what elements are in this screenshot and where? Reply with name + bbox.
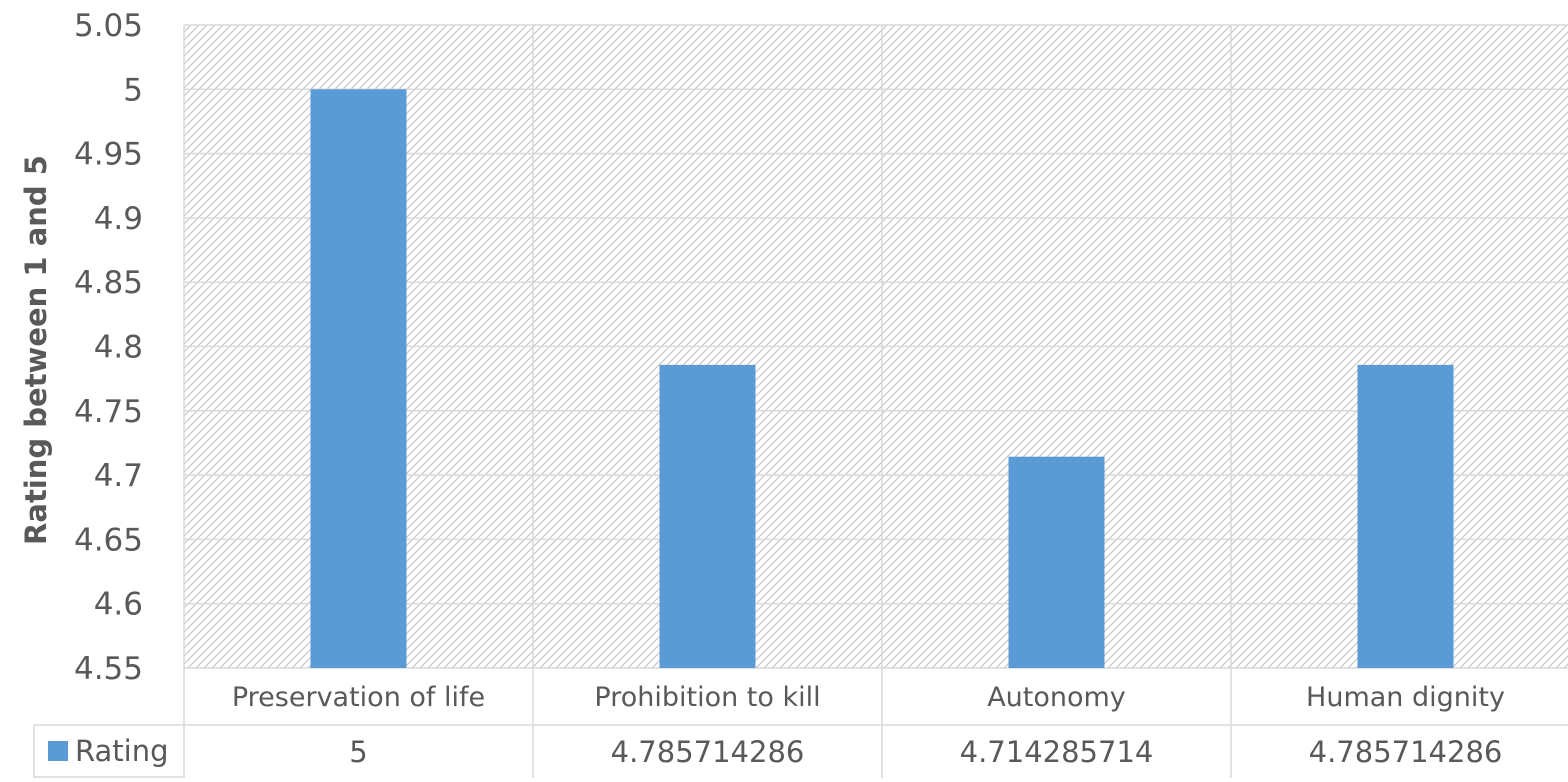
category-label: Prohibition to kill <box>594 682 820 713</box>
y-tick-label: 5 <box>123 72 143 108</box>
y-tick-label: 4.8 <box>94 330 143 366</box>
data-table: Preservation of life Prohibition to kill A… <box>33 682 1568 778</box>
gridlines <box>183 24 1568 778</box>
category-label: Autonomy <box>987 682 1126 713</box>
y-tick-label: 4.95 <box>74 137 143 173</box>
table-value-cell: 5 <box>349 735 367 769</box>
y-axis-tick-labels: 4.55 4.6 4.65 4.7 4.75 4.8 4.85 4.9 4.95 5 5.05 <box>74 8 143 687</box>
bar-autonomy <box>1008 456 1105 668</box>
table-value-cell: 4.714285714 <box>960 735 1154 769</box>
category-label: Preservation of life <box>232 682 485 713</box>
y-tick-label: 4.85 <box>74 265 143 301</box>
table-value-cell: 4.785714286 <box>1309 735 1503 769</box>
bars <box>310 89 1454 669</box>
y-tick-label: 5.05 <box>74 8 143 44</box>
y-axis-label: Rating between 1 and 5 <box>19 155 53 545</box>
y-tick-label: 4.55 <box>74 651 143 687</box>
y-tick-label: 4.9 <box>94 201 143 237</box>
table-value-cell: 4.785714286 <box>611 735 805 769</box>
series-name-label: Rating <box>75 734 169 768</box>
bar-prohibition-to-kill <box>659 364 756 668</box>
category-label: Human dignity <box>1306 682 1505 713</box>
y-tick-label: 4.6 <box>94 587 143 623</box>
legend-key-swatch <box>48 741 68 761</box>
y-tick-label: 4.75 <box>74 394 143 430</box>
bar-human-dignity <box>1357 364 1454 668</box>
y-tick-label: 4.65 <box>74 522 143 558</box>
y-tick-label: 4.7 <box>94 458 143 494</box>
bar-preservation-of-life <box>310 89 407 669</box>
